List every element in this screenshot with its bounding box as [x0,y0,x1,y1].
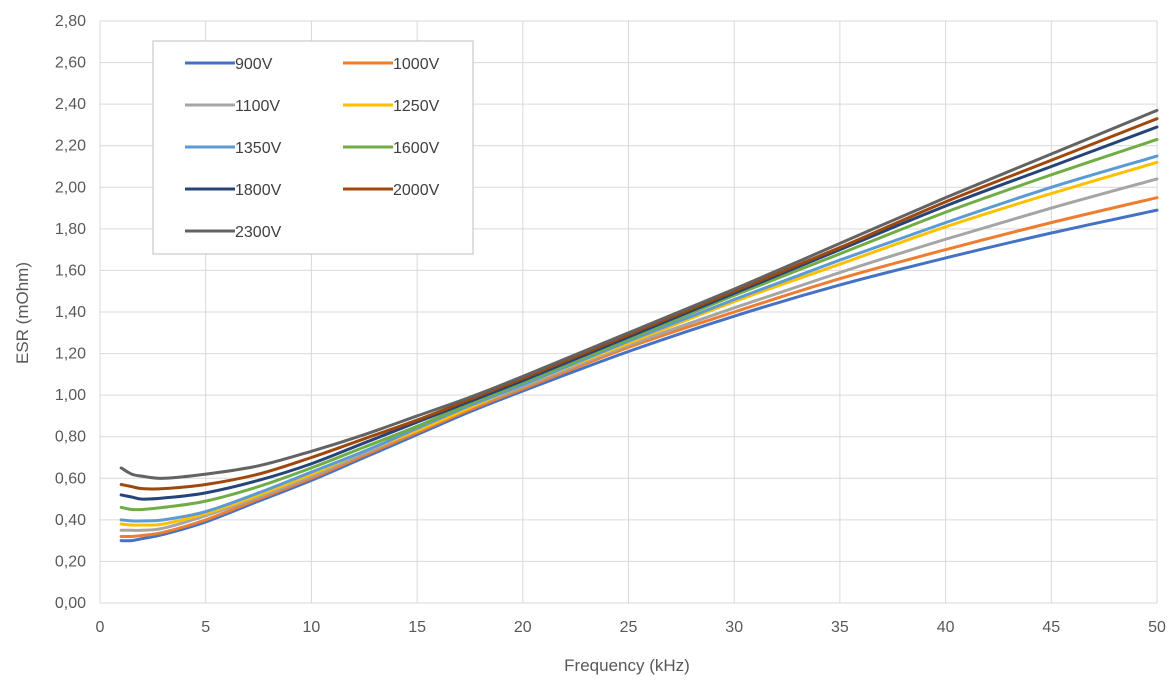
x-axis-title: Frequency (kHz) [564,656,690,675]
series-line-2300V [119,108,1159,480]
y-tick-label: 1,20 [55,346,86,363]
x-tick-label: 40 [937,619,955,636]
y-tick-label: 2,80 [55,13,86,30]
legend-label: 2300V [235,224,282,241]
y-tick-label: 1,80 [55,221,86,238]
y-tick-label: 0,60 [55,470,86,487]
series-layer [119,108,1159,543]
y-tick-label: 1,00 [55,387,86,404]
x-tick-label: 20 [514,619,532,636]
series-line-1350V [119,154,1159,523]
y-tick-label: 2,00 [55,179,86,196]
x-tick-label: 35 [831,619,849,636]
series-line-2000V [119,117,1159,491]
y-tick-label: 0,00 [55,595,86,612]
legend-label: 1000V [393,56,440,73]
x-tick-label: 15 [408,619,426,636]
y-tick-label: 0,20 [55,553,86,570]
y-axis-title: ESR (mOhm) [13,262,32,364]
legend: 900V 1000V 1100V 1250V 1350V 1600V 1800V 2000V 2… [152,40,474,255]
legend-label: 1600V [393,140,440,157]
y-tick-label: 0,40 [55,512,86,529]
legend-label: 1800V [235,182,282,199]
y-tick-label: 1,60 [55,262,86,279]
x-tick-label: 5 [201,619,210,636]
legend-label: 1100V [235,98,280,115]
tick-layer: 0,00 0,20 0,40 0,60 0,80 1,00 1,20 1,40 1,60 1,80… [55,13,1166,636]
x-tick-label: 45 [1042,619,1060,636]
series-line-1250V [119,160,1159,527]
series-line-900V [119,208,1159,543]
x-tick-label: 25 [620,619,638,636]
series-line-1600V [119,137,1159,512]
x-tick-label: 50 [1148,619,1166,636]
y-tick-label: 2,40 [55,96,86,113]
legend-label: 1250V [393,98,440,115]
x-tick-label: 30 [725,619,743,636]
y-tick-label: 2,60 [55,55,86,72]
legend-label: 900V [235,56,273,73]
legend-label: 1350V [235,140,282,157]
legend-label: 2000V [393,182,440,199]
series-line-1000V [119,196,1159,539]
x-tick-label: 10 [303,619,321,636]
y-tick-label: 0,80 [55,429,86,446]
y-tick-label: 2,20 [55,138,86,155]
series-line-1800V [119,125,1159,501]
y-tick-label: 1,40 [55,304,86,321]
x-tick-label: 0 [96,619,105,636]
